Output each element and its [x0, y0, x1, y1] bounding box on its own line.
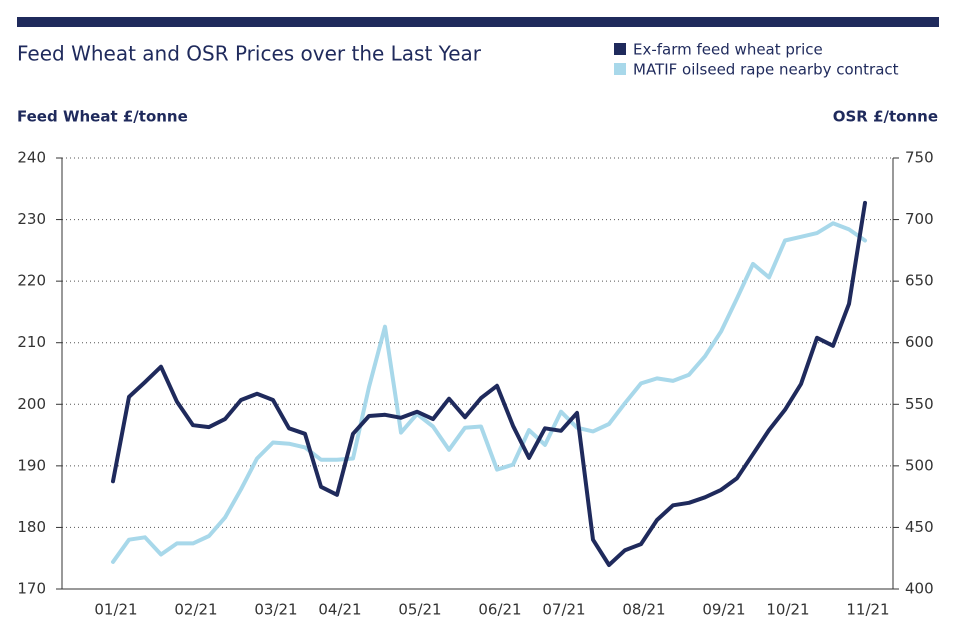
- x-tick-label: 10/21: [766, 601, 809, 619]
- y2-tick-label: 650: [905, 272, 934, 290]
- y-tick-label: 230: [17, 210, 46, 228]
- chart-title: Feed Wheat and OSR Prices over the Last …: [17, 42, 482, 66]
- y-tick-label: 210: [17, 333, 46, 351]
- y2-tick-label: 500: [905, 456, 934, 474]
- y-tick-label: 220: [17, 272, 46, 290]
- series-line: [111, 200, 867, 567]
- x-tick-label: 05/21: [398, 601, 441, 619]
- y2-tick-label: 450: [905, 518, 934, 536]
- y2-tick-label: 400: [905, 580, 934, 598]
- x-tick-label: 08/21: [622, 601, 665, 619]
- x-tick-label: 07/21: [542, 601, 585, 619]
- y-axis-title: Feed Wheat £/tonne: [17, 108, 188, 126]
- series-line: [111, 221, 867, 564]
- y-tick-label: 190: [17, 456, 46, 474]
- x-tick-label: 03/21: [254, 601, 297, 619]
- x-tick-label: 06/21: [478, 601, 521, 619]
- x-tick-label: 09/21: [702, 601, 745, 619]
- y2-axis-title: OSR £/tonne: [833, 108, 938, 126]
- top-bar: [17, 17, 939, 27]
- y2-tick-label: 750: [905, 149, 934, 167]
- legend-swatch: [614, 43, 626, 55]
- y-tick-label: 200: [17, 395, 46, 413]
- y2-tick-label: 550: [905, 395, 934, 413]
- legend-label: Ex-farm feed wheat price: [633, 41, 823, 59]
- legend-label: MATIF oilseed rape nearby contract: [633, 61, 899, 79]
- y-tick-label: 170: [17, 580, 46, 598]
- x-tick-label: 02/21: [174, 601, 217, 619]
- x-tick-label: 04/21: [318, 601, 361, 619]
- y2-tick-label: 600: [905, 333, 934, 351]
- y-tick-label: 240: [17, 149, 46, 167]
- legend-swatch: [614, 63, 626, 75]
- y2-tick-label: 700: [905, 210, 934, 228]
- x-tick-label: 01/21: [94, 601, 137, 619]
- x-tick-label: 11/21: [846, 601, 889, 619]
- y-tick-label: 180: [17, 518, 46, 536]
